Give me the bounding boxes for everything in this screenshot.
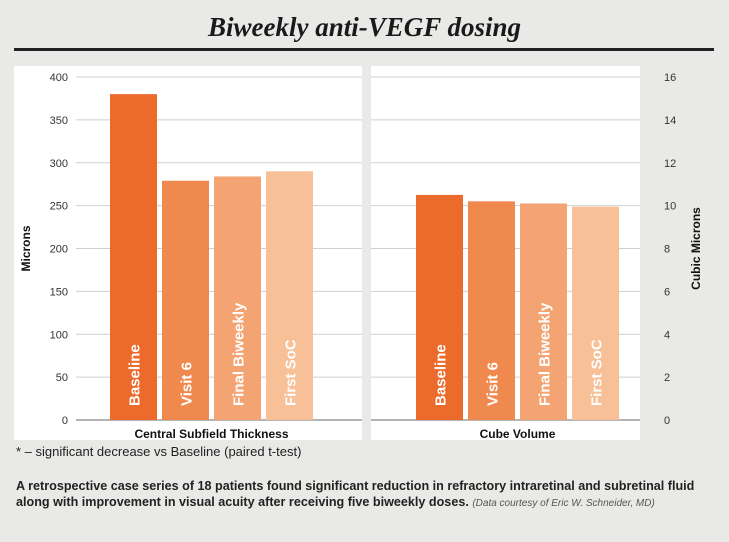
bar-baseline [110, 94, 157, 421]
bar-category-label: Visit 6 [179, 362, 196, 406]
y-tick-label: 350 [50, 115, 68, 127]
y-tick-label: 250 [50, 201, 68, 213]
y-tick-label: 300 [50, 158, 68, 170]
x-axis-label: Cube Volume [480, 427, 556, 441]
x-axis-label: Central Subfield Thickness [134, 427, 288, 441]
y-tick-label: 0 [664, 415, 670, 427]
bar-baseline [416, 194, 463, 420]
bar-first-soc [572, 206, 619, 420]
y-tick-label: 6 [664, 286, 670, 298]
title-rule [14, 48, 714, 51]
chart-title: Biweekly anti-VEGF dosing [207, 12, 522, 42]
caption-credit: (Data courtesy of Eric W. Schneider, MD) [472, 498, 655, 509]
y-tick-label: 10 [664, 201, 676, 213]
caption-text: A retrospective case series of 18 patien… [16, 479, 695, 509]
y-tick-label: 200 [50, 244, 68, 256]
bar-category-label: First SoC [283, 339, 300, 406]
bar-final-biweekly [214, 176, 261, 420]
bar-visit-6 [162, 180, 209, 420]
bar-first-soc [266, 171, 313, 420]
bar-category-label: Baseline [433, 344, 450, 406]
y-tick-label: 400 [50, 72, 68, 84]
y-axis-label: Microns [19, 225, 33, 271]
y-tick-label: 2 [664, 372, 670, 384]
y-tick-label: 150 [50, 286, 68, 298]
footnote: * – significant decrease vs Baseline (pa… [16, 444, 302, 459]
y-tick-label: 100 [50, 329, 68, 341]
bar-category-label: Final Biweekly [231, 302, 248, 406]
y-tick-label: 14 [664, 115, 676, 127]
y-tick-label: 8 [664, 244, 670, 256]
y-tick-label: 50 [56, 372, 68, 384]
bar-visit-6 [468, 201, 515, 420]
y-tick-label: 0 [62, 415, 68, 427]
bar-category-label: Baseline [127, 344, 144, 406]
y-tick-label: 4 [664, 329, 670, 341]
y-tick-label: 16 [664, 72, 676, 84]
bar-category-label: First SoC [589, 339, 606, 406]
bar-category-label: Final Biweekly [537, 302, 554, 406]
bar-final-biweekly [520, 203, 567, 420]
y-tick-label: 12 [664, 158, 676, 170]
caption: A retrospective case series of 18 patien… [16, 478, 716, 512]
y-axis-label: Cubic Microns [689, 207, 703, 290]
bar-category-label: Visit 6 [485, 362, 502, 406]
